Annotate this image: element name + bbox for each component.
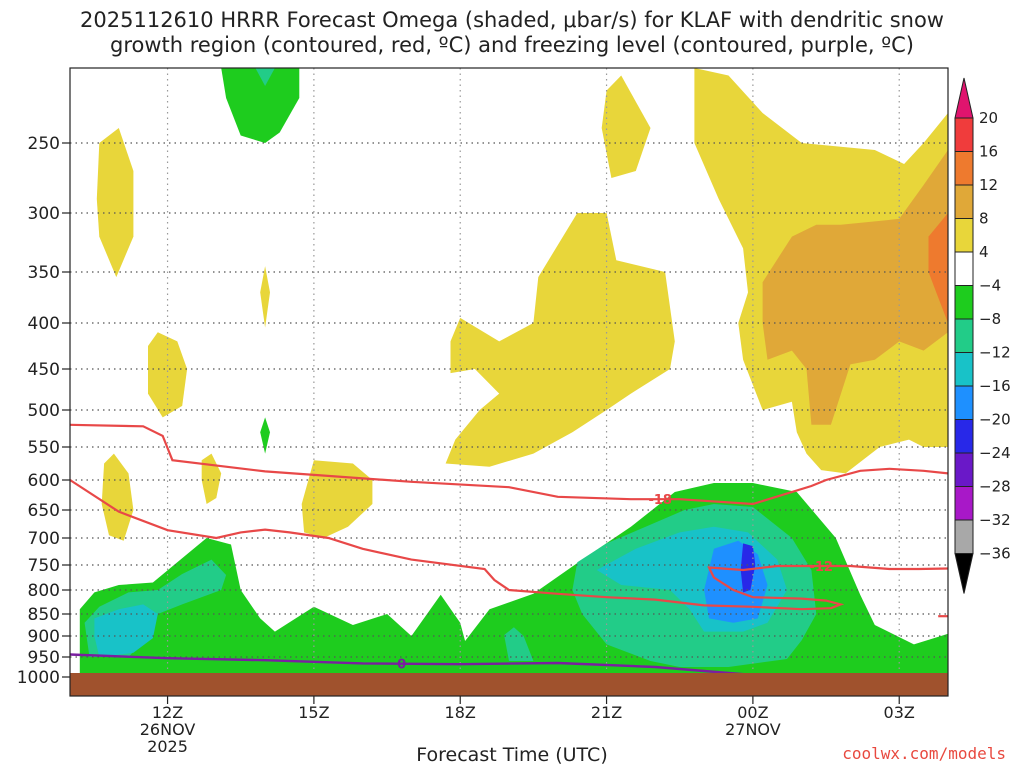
colorbar-label-10: −24 xyxy=(979,444,1011,462)
dgz-upper-contour-label: -18 xyxy=(648,493,672,508)
colorbar-label-3: 8 xyxy=(979,210,989,228)
omega-region-12 xyxy=(255,68,275,86)
colorbar-label-13: −36 xyxy=(979,545,1011,563)
omega-region-9 xyxy=(762,150,948,425)
freezing-contour-label: 0 xyxy=(397,657,406,672)
y-tick-label-600: 600 xyxy=(28,471,60,491)
x-tick-label-24-0: 00Z xyxy=(737,703,768,722)
y-tick-label-800: 800 xyxy=(28,581,60,601)
omega-region-5 xyxy=(301,460,373,538)
y-tick-label-450: 450 xyxy=(28,360,60,380)
colorbar-band-6 xyxy=(954,285,974,320)
x-tick-label-12-2: 2025 xyxy=(147,737,188,756)
colorbar-band-bottom xyxy=(954,553,974,594)
omega-region-0 xyxy=(96,128,134,278)
x-tick-label-21-0: 21Z xyxy=(591,703,622,722)
colorbar-label-9: −20 xyxy=(979,411,1011,429)
dgz-upper-contour xyxy=(70,423,948,506)
x-tick-label-12-1: 26NOV xyxy=(140,720,196,739)
omega-region-21 xyxy=(740,543,756,593)
colorbar-label-6: −8 xyxy=(979,310,1001,328)
y-tick-label-350: 350 xyxy=(28,263,60,283)
omega-region-13 xyxy=(260,417,270,454)
credit-link[interactable]: coolwx.com/models xyxy=(842,744,1006,763)
colorbar-band-13 xyxy=(954,519,974,554)
dgz-lower-contour xyxy=(70,479,948,611)
y-tick-label-300: 300 xyxy=(28,204,60,224)
colorbar-band-3 xyxy=(954,184,974,219)
x-tick-label-27-0: 03Z xyxy=(884,703,915,722)
colorbar-band-4 xyxy=(954,218,974,253)
plot-frame xyxy=(69,67,949,697)
x-tick-label-15-0: 15Z xyxy=(298,703,329,722)
omega-region-7 xyxy=(445,213,675,467)
colorbar-band-top xyxy=(954,77,974,119)
colorbar-label-5: −4 xyxy=(979,277,1001,295)
colorbar-band-12 xyxy=(954,486,974,521)
colorbar: 20 16 12 8 4 −4 −8 −12 −16 −20 −24 −28 −32 −36 xyxy=(954,77,1011,594)
x-tick-label-24-1: 27NOV xyxy=(725,720,781,739)
omega-region-2 xyxy=(148,332,188,418)
x-axis-title: Forecast Time (UTC) xyxy=(416,744,608,766)
y-tick-label-250: 250 xyxy=(28,134,60,154)
contour-lines: -18 -12 0 xyxy=(70,423,948,677)
colorbar-band-9 xyxy=(954,385,974,420)
y-tick-label-650: 650 xyxy=(28,501,60,521)
y-tick-label-900: 900 xyxy=(28,627,60,647)
colorbar-band-7 xyxy=(954,318,974,353)
colorbar-label-7: −12 xyxy=(979,344,1011,362)
colorbar-band-8 xyxy=(954,352,974,387)
y-tick-label-550: 550 xyxy=(28,438,60,458)
dgz-lower-contour-label: -12 xyxy=(809,560,833,575)
y-tick-label-500: 500 xyxy=(28,401,60,421)
freezing-level-contour xyxy=(70,653,753,677)
ground-fill xyxy=(70,673,948,696)
omega-region-6 xyxy=(601,75,651,178)
omega-region-3 xyxy=(101,453,134,541)
colorbar-label-12: −32 xyxy=(979,511,1011,529)
colorbar-band-11 xyxy=(954,452,974,487)
colorbar-label-8: −16 xyxy=(979,377,1011,395)
colorbar-label-1: 16 xyxy=(979,143,998,161)
y-tick-label-400: 400 xyxy=(28,314,60,334)
ground-layer xyxy=(70,673,948,696)
omega-region-11 xyxy=(221,68,300,143)
y-tick-label-750: 750 xyxy=(28,556,60,576)
omega-region-18 xyxy=(94,604,158,657)
omega-region-1 xyxy=(260,266,270,328)
colorbar-label-2: 12 xyxy=(979,176,998,194)
colorbar-band-10 xyxy=(954,419,974,454)
colorbar-label-11: −28 xyxy=(979,478,1011,496)
colorbar-band-1 xyxy=(954,117,974,152)
y-axis-labels: 2503003504004505005506006507007508008509… xyxy=(17,134,70,688)
omega-shaded-regions xyxy=(79,68,948,677)
y-tick-label-950: 950 xyxy=(28,648,60,668)
y-tick-label-850: 850 xyxy=(28,605,60,625)
y-tick-label-700: 700 xyxy=(28,529,60,549)
omega-region-10 xyxy=(928,213,948,323)
x-tick-label-18-0: 18Z xyxy=(445,703,476,722)
chart-title-line-1: 2025112610 HRRR Forecast Omega (shaded, … xyxy=(80,8,944,32)
chart-title-line-2: growth region (contoured, red, ºC) and f… xyxy=(110,33,914,57)
colorbar-band-2 xyxy=(954,151,974,186)
colorbar-label-4: 4 xyxy=(979,243,989,261)
gridlines xyxy=(70,68,948,696)
colorbar-band-5 xyxy=(954,251,974,286)
y-tick-label-1000: 1000 xyxy=(17,668,60,688)
colorbar-label-0: 20 xyxy=(979,109,998,127)
x-tick-label-12-0: 12Z xyxy=(152,703,183,722)
omega-region-4 xyxy=(201,453,222,504)
